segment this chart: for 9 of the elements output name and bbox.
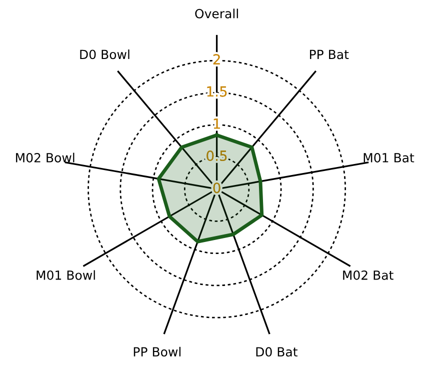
spoke-label: M01 Bat	[364, 152, 414, 162]
spoke-label: M02 Bowl	[16, 152, 74, 162]
spoke-label: M02 Bat	[343, 270, 394, 280]
spoke-label: D0 Bat	[256, 347, 298, 357]
spoke-label: Overall	[195, 8, 238, 18]
spoke-label: PP Bat	[310, 50, 349, 60]
spoke-label: PP Bowl	[134, 346, 180, 357]
spoke-label: D0 Bowl	[80, 49, 130, 60]
spoke-label: M01 Bowl	[36, 270, 95, 280]
